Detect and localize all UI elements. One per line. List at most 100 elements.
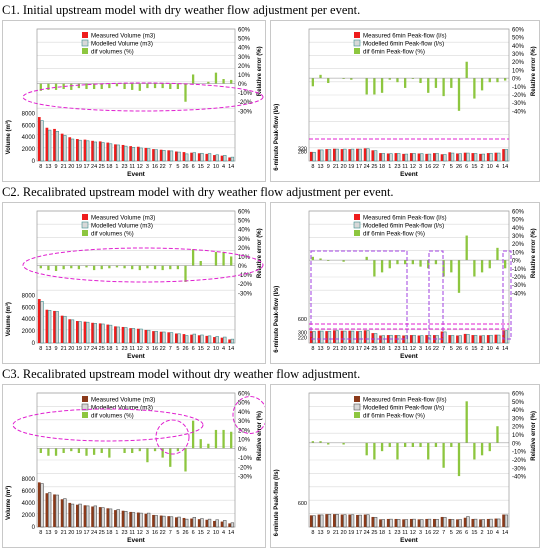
bar-dif [176,448,180,452]
y2-tick-label: 60% [512,28,525,34]
bar-dif [161,448,164,458]
y2-tick-label: 20% [238,64,251,70]
x-tick-label: 1 [115,164,118,170]
x-tick-label: 21 [61,346,67,352]
x-tick-label: 3 [146,530,149,536]
bar-dif [153,448,157,452]
bar-dif [411,442,414,448]
bar-modelled [366,330,370,344]
bar-modelled [146,148,151,162]
x-tick-label: 25 [371,346,377,352]
bar-measured [114,326,117,343]
bar-modelled [504,149,509,162]
bar-modelled [381,519,385,528]
bar-modelled [63,135,67,162]
y2-tick-label: 40% [512,226,525,232]
bar-modelled [412,518,416,528]
y2-tick-label: 10% [238,255,251,261]
x-tick-label: 3 [419,164,422,170]
bar-modelled [473,334,478,344]
bar-modelled [489,518,493,528]
x-tick-label: 3 [146,164,149,170]
x-tick-label: 3 [419,346,422,352]
bar-dif [176,265,180,270]
bar-modelled [162,150,166,162]
panel-c3-peak: 60% 50% 40% 30% 20% 10% 0% -10% -20% -30% -40% Rela… [270,384,540,548]
bar-modelled [381,153,385,162]
bar-measured [356,514,359,527]
bar-dif [442,78,445,97]
bar-modelled [458,153,462,162]
bar-modelled [47,310,52,344]
x-tick-label: 16 [425,530,431,536]
highlight-ellipse [22,82,264,112]
y-tick-label: 8000 [22,477,36,483]
bar-measured [340,330,344,343]
bar-modelled [489,334,493,344]
bar-measured [471,518,475,527]
x-tick-label: 26 [456,346,462,352]
x-tick-label: 17 [356,346,362,352]
bar-dif [465,61,468,79]
y-tick-label: 600 [298,317,307,323]
x-tick-label: 16 [152,164,158,170]
x-tick-label: 26 [456,530,462,536]
x-tick-label: 22 [160,530,166,536]
bar-measured [37,299,41,343]
bar-measured [333,514,336,527]
bar-dif [115,83,119,87]
highlight-ellipse [155,419,190,455]
y-axis-title: Volume (m³) [5,486,12,520]
y2-tick-label: -30% [512,283,527,289]
bar-dif [427,260,430,269]
bar-modelled [343,330,347,344]
bar-dif [222,251,225,266]
bar-measured [167,332,171,343]
bar-modelled [177,516,181,528]
plot-frame [308,392,510,528]
bar-modelled [124,511,128,528]
bar-modelled [86,505,90,528]
bar-dif [396,78,399,83]
bar-modelled [40,120,44,162]
x-tick-label: 11 [129,530,135,536]
legend-label: Measured 6min Peak-flow (l/s) [363,33,447,40]
bar-modelled [358,514,362,528]
bar-measured [68,137,72,161]
bar-measured [425,153,429,161]
bar-modelled [458,335,462,344]
bar-dif [434,260,438,265]
chart-c3-volume: 60% 50% 40% 30% 20% 10% 0% -10% -20% -30% Relative… [5,392,265,544]
bar-measured [463,152,467,161]
bar-modelled [420,519,424,528]
x-tick-label: 26 [182,530,188,536]
bar-modelled [162,331,166,344]
bar-dif [138,265,141,271]
bar-dif [457,78,461,111]
y2-tick-label: -40% [512,475,527,481]
bar-modelled [86,140,90,162]
bar-dif [504,78,507,81]
bar-modelled [358,148,362,162]
bar-dif [465,235,468,261]
y2-tick-label: -40% [512,109,527,115]
bar-measured [190,334,193,343]
bar-modelled [124,327,128,344]
y2-tick-label: -40% [512,291,527,297]
bar-dif [380,260,384,273]
bar-dif [161,265,164,271]
x-tick-label: 14 [502,530,508,536]
bar-dif [457,260,461,293]
bar-dif [62,265,65,270]
y-axis-title: 6-minute Peak-flow (l/s) [274,104,280,171]
bar-modelled [124,145,128,162]
bar-modelled [154,515,158,528]
x-tick-label: 18 [379,164,385,170]
bar-measured [60,499,64,527]
legend-swatch [353,221,361,229]
bar-modelled [373,517,378,528]
bar-measured [98,141,102,161]
bar-dif [70,265,73,269]
bar-dif [153,265,157,270]
bar-modelled [404,153,409,162]
